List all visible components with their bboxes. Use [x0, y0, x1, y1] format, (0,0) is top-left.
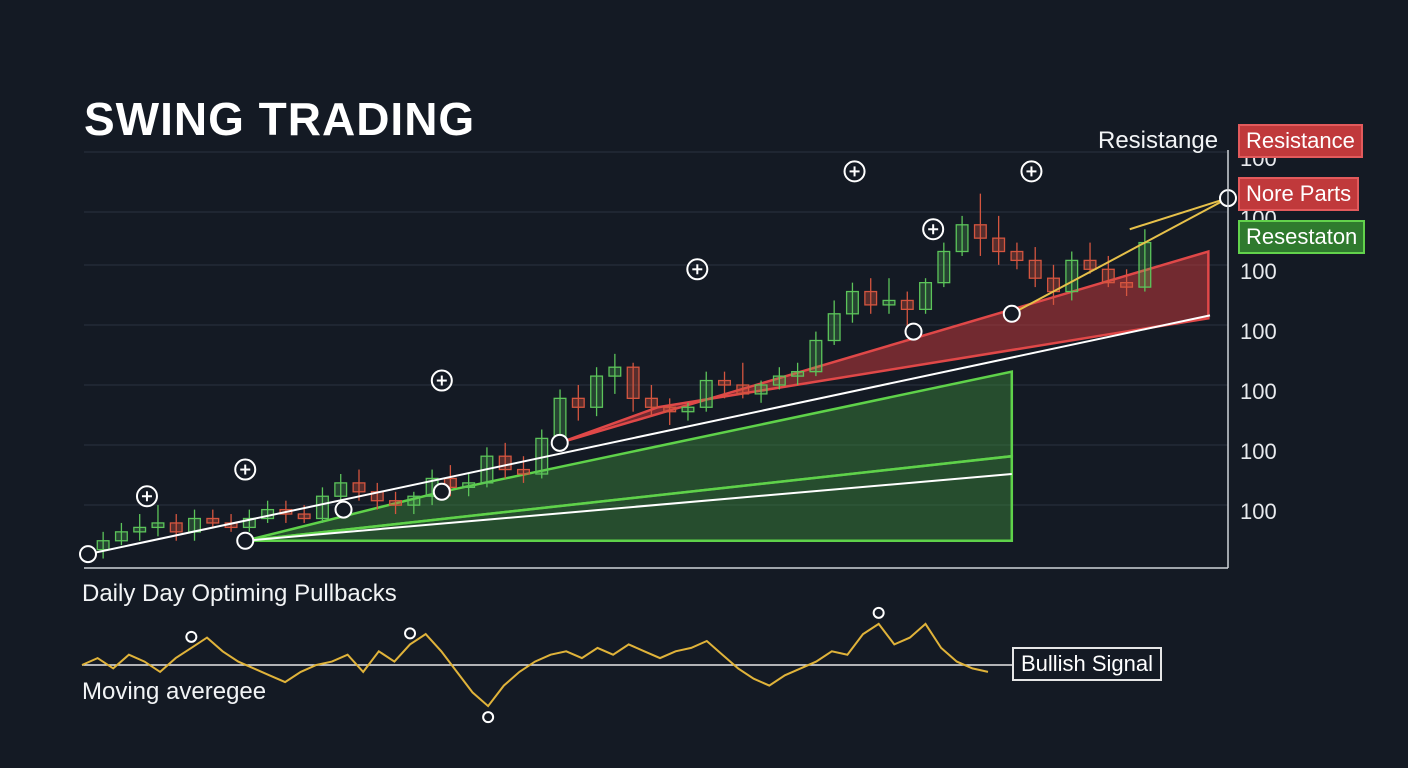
oscillator-subtitle: Moving averegee	[82, 678, 267, 705]
swing-low-marker	[432, 482, 451, 501]
bullish-candle	[791, 370, 805, 377]
bullish-candle	[133, 526, 147, 533]
bearish-candle	[498, 455, 512, 471]
bullish-candle	[407, 495, 421, 506]
bearish-candle	[206, 517, 220, 524]
bearish-candle	[718, 379, 732, 386]
bullish-candle	[1065, 259, 1079, 293]
y-tick-label: 100	[1240, 499, 1277, 524]
swing-low-marker	[236, 531, 255, 550]
bearish-candle	[1120, 281, 1134, 288]
trend-bands	[244, 249, 1210, 542]
bullish-candle	[242, 517, 256, 529]
bearish-candle	[736, 384, 750, 395]
bullish-candle	[955, 224, 969, 253]
bullish-candle	[1138, 241, 1152, 288]
bullish-candle	[882, 299, 896, 306]
bullish-candle	[681, 406, 695, 413]
bullish-candle	[754, 384, 768, 395]
swing-low-marker	[334, 500, 353, 519]
bearish-candle	[571, 397, 585, 408]
bullish-candle	[827, 313, 841, 342]
bearish-candle	[626, 366, 640, 400]
y-tick-label: 100	[1240, 319, 1277, 344]
legend-item-nore-parts: Nore Parts	[1238, 177, 1360, 211]
bearish-candle	[900, 299, 914, 311]
swing-markers	[79, 160, 1237, 564]
bullish-candle	[114, 531, 128, 542]
bullish-candle	[315, 495, 329, 520]
bearish-candle	[389, 500, 403, 506]
bearish-candle	[1101, 268, 1115, 284]
swing-high-marker	[843, 160, 866, 183]
resistance-arrow	[1011, 197, 1229, 315]
bearish-candle	[663, 406, 677, 413]
page-title: SWING TRADING	[84, 93, 476, 145]
bearish-candle	[644, 397, 658, 408]
swing-high-marker	[234, 458, 257, 481]
bearish-candle	[297, 513, 311, 520]
oscillator-trough-marker	[482, 711, 495, 724]
swing-low-marker	[1002, 304, 1021, 323]
oscillator	[81, 606, 1012, 724]
swing-low-marker	[904, 322, 923, 341]
red-trend-band	[559, 249, 1210, 445]
swing-high-marker	[1020, 160, 1043, 183]
swing-low-marker	[79, 545, 97, 564]
bullish-candle	[96, 540, 110, 551]
bullish-candle	[699, 379, 713, 408]
bullish-candle	[553, 397, 567, 440]
oscillator-line	[81, 622, 989, 708]
swing-high-marker	[922, 218, 945, 241]
legend-item-resistance: Resistance	[1238, 124, 1363, 158]
bullish-candle	[772, 375, 786, 386]
bullish-candle	[462, 482, 476, 488]
bullish-candle	[937, 250, 951, 284]
bearish-candle	[992, 237, 1006, 253]
bullish-candle	[919, 281, 933, 310]
bearish-candle	[516, 468, 530, 475]
grid-lines	[84, 151, 1228, 506]
bearish-candle	[352, 482, 366, 493]
swing-high-marker	[135, 485, 158, 508]
upper-trendline	[87, 314, 1211, 556]
oscillator-title: Daily Day Optiming Pullbacks	[82, 580, 397, 607]
oscillator-peak-marker	[872, 606, 885, 619]
bullish-candle	[590, 375, 604, 408]
bearish-candle	[1083, 259, 1097, 270]
bearish-candle	[1010, 250, 1024, 262]
candlesticks	[96, 193, 1152, 559]
swing-high-marker	[686, 258, 709, 281]
swing-low-marker	[550, 433, 569, 452]
oscillator-peak-marker	[185, 630, 198, 643]
bullish-candle	[334, 482, 348, 497]
oscillator-peak-marker	[404, 627, 417, 640]
bullish-signal-box: Bullish Signal	[1012, 647, 1162, 681]
bullish-candle	[151, 522, 165, 529]
y-tick-label: 100	[1240, 439, 1277, 464]
bearish-candle	[864, 290, 878, 306]
resistance-annotation: Resistange	[1098, 127, 1219, 154]
y-tick-label: 100	[1240, 379, 1277, 404]
lower-trendline	[245, 473, 1012, 542]
resistance-arrow	[1129, 197, 1229, 231]
swing-high-marker	[430, 369, 453, 392]
bullish-candle	[809, 339, 823, 373]
trend-lines	[87, 197, 1229, 556]
bearish-candle	[1028, 259, 1042, 279]
bearish-candle	[973, 224, 987, 239]
legend-item-resestaton: Resestaton	[1238, 220, 1366, 254]
bearish-candle	[169, 522, 183, 533]
bearish-candle	[443, 477, 457, 489]
y-tick-label: 100	[1240, 259, 1277, 284]
green-trend-band	[245, 454, 1014, 542]
bullish-candle	[608, 366, 622, 377]
bullish-candle	[845, 290, 859, 315]
